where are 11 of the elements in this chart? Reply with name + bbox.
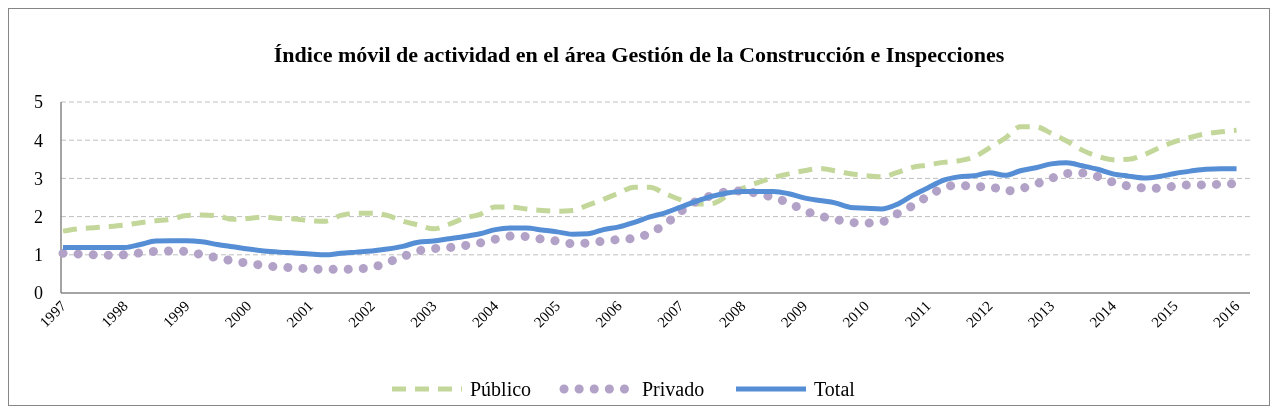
legend-label: Público: [470, 378, 532, 400]
legend-label: Total: [814, 378, 856, 400]
y-tick-label: 0: [34, 283, 43, 304]
y-tick-label: 4: [34, 130, 43, 151]
legend-label: Privado: [642, 378, 705, 400]
y-tick-label: 5: [34, 92, 43, 113]
y-tick-label: 3: [34, 168, 43, 189]
y-tick-label: 1: [34, 245, 43, 266]
y-tick-label: 2: [34, 206, 43, 227]
chart-title: Índice móvil de actividad en el área Gestión de la Construcción e Inspecciones: [273, 42, 1005, 67]
x-tick-label: 2011: [901, 297, 934, 330]
